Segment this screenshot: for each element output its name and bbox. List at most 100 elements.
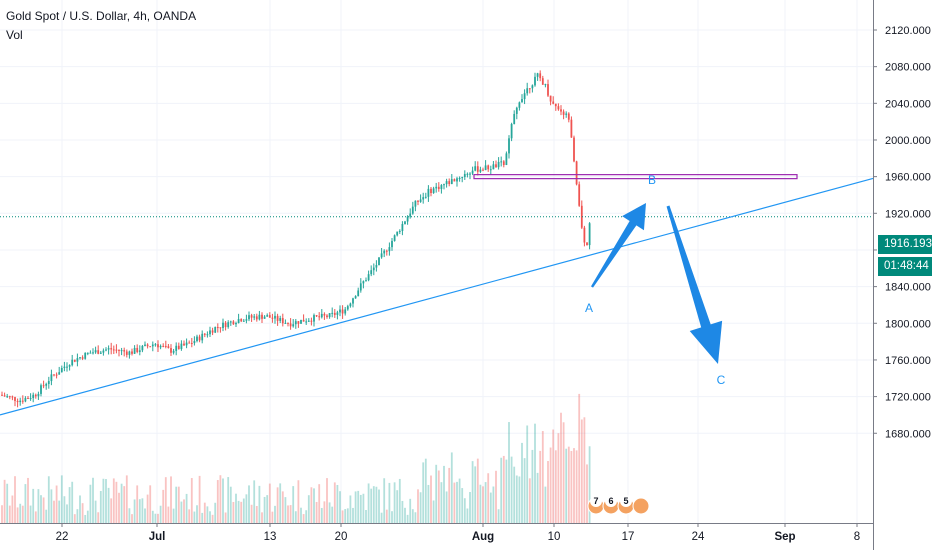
volume-bar — [463, 498, 466, 523]
volume-bar — [242, 498, 245, 523]
time-tick-label: Sep — [774, 531, 795, 543]
volume-bar — [482, 486, 484, 523]
event-badge — [590, 495, 602, 507]
candle-body — [190, 343, 193, 345]
volume-bar — [346, 508, 349, 523]
candle-body — [120, 350, 123, 352]
candle-body — [198, 336, 201, 341]
candle-body — [266, 315, 269, 317]
candle-body — [492, 164, 495, 170]
indicator-vol-label[interactable]: Vol — [6, 28, 23, 42]
volume-bar — [474, 466, 477, 523]
candle-body — [505, 153, 508, 165]
candle-body — [185, 342, 188, 346]
candle-body — [474, 166, 477, 171]
volume-bar — [495, 470, 497, 523]
volume-bar — [456, 481, 458, 523]
volume-bar — [107, 487, 110, 523]
volume-bar — [157, 513, 159, 523]
candle-body — [172, 350, 175, 353]
candle-body — [435, 186, 438, 189]
candle-body — [307, 320, 310, 322]
candle-body — [411, 206, 414, 214]
volume-bar — [14, 476, 16, 523]
time-tick-label: 17 — [622, 531, 635, 543]
candle-body — [479, 169, 482, 172]
volume-bar — [552, 429, 555, 523]
volume-bar — [32, 488, 35, 523]
volume-bar — [523, 458, 526, 523]
volume-bar — [531, 449, 534, 523]
candle-body — [523, 93, 526, 100]
volume-bar — [229, 486, 232, 523]
candle-body — [144, 344, 146, 346]
volume-bar — [29, 505, 32, 523]
volume-bar — [300, 507, 302, 523]
volume-bar — [81, 503, 84, 523]
volume-bar — [497, 509, 500, 523]
candle-body — [362, 281, 365, 284]
volume-bar — [141, 498, 144, 523]
candle-body — [484, 165, 487, 171]
volume-bar — [11, 495, 14, 523]
price-tick-label: 2000.000 — [885, 135, 931, 147]
volume-bar — [401, 500, 404, 523]
volume-bar — [71, 481, 74, 523]
volume-bar — [112, 478, 115, 523]
candle-body — [406, 216, 409, 222]
candle-body — [326, 315, 328, 318]
volume-bar — [518, 476, 521, 523]
candle-body — [365, 280, 367, 282]
candle-body — [170, 348, 172, 353]
candle-body — [276, 315, 279, 321]
candle-body — [68, 365, 71, 367]
candle-body — [133, 347, 136, 354]
candle-body — [391, 240, 393, 248]
candle-body — [63, 366, 66, 368]
candle-body — [453, 179, 456, 182]
volume-bar — [255, 506, 258, 523]
volume-bar — [268, 483, 271, 523]
volume-bar — [201, 512, 204, 523]
candle-body — [115, 349, 118, 351]
volume-bar — [292, 486, 295, 523]
candle-body — [32, 394, 35, 399]
volume-bar — [380, 512, 383, 523]
candle-body — [518, 102, 521, 108]
candle-body — [79, 357, 81, 359]
volume-bar — [583, 417, 586, 523]
candle-body — [271, 317, 274, 319]
volume-bar — [149, 485, 152, 523]
volume-bar — [172, 508, 175, 523]
candle-body — [229, 321, 232, 323]
candle-body — [513, 113, 516, 125]
volume-bar — [105, 479, 107, 523]
volume-bar — [237, 500, 240, 523]
candle-body — [476, 166, 479, 172]
volume-bar — [73, 514, 76, 523]
event-badge — [620, 495, 632, 507]
candle-body — [305, 321, 308, 323]
candle-body — [45, 383, 48, 386]
candle-body — [526, 88, 529, 94]
volume-bar — [414, 512, 417, 523]
candle-body — [159, 345, 162, 348]
candle-body — [580, 205, 583, 228]
candle-body — [500, 161, 503, 163]
volume-bar — [84, 514, 87, 523]
candle-body — [419, 199, 422, 202]
volume-bar — [250, 504, 253, 523]
candle-body — [323, 313, 326, 316]
candle-body — [310, 320, 313, 322]
candle-body — [547, 84, 549, 96]
candle-body — [570, 119, 573, 138]
volume-bar — [385, 509, 388, 523]
volume-bar — [6, 483, 9, 523]
candle-body — [440, 185, 443, 189]
symbol-title[interactable]: Gold Spot / U.S. Dollar, 4h, OANDA — [6, 9, 197, 23]
current-price-tag: 1916.193 — [878, 235, 932, 254]
candle-body — [118, 349, 120, 351]
volume-bar — [120, 483, 123, 523]
candle-body — [458, 178, 461, 180]
